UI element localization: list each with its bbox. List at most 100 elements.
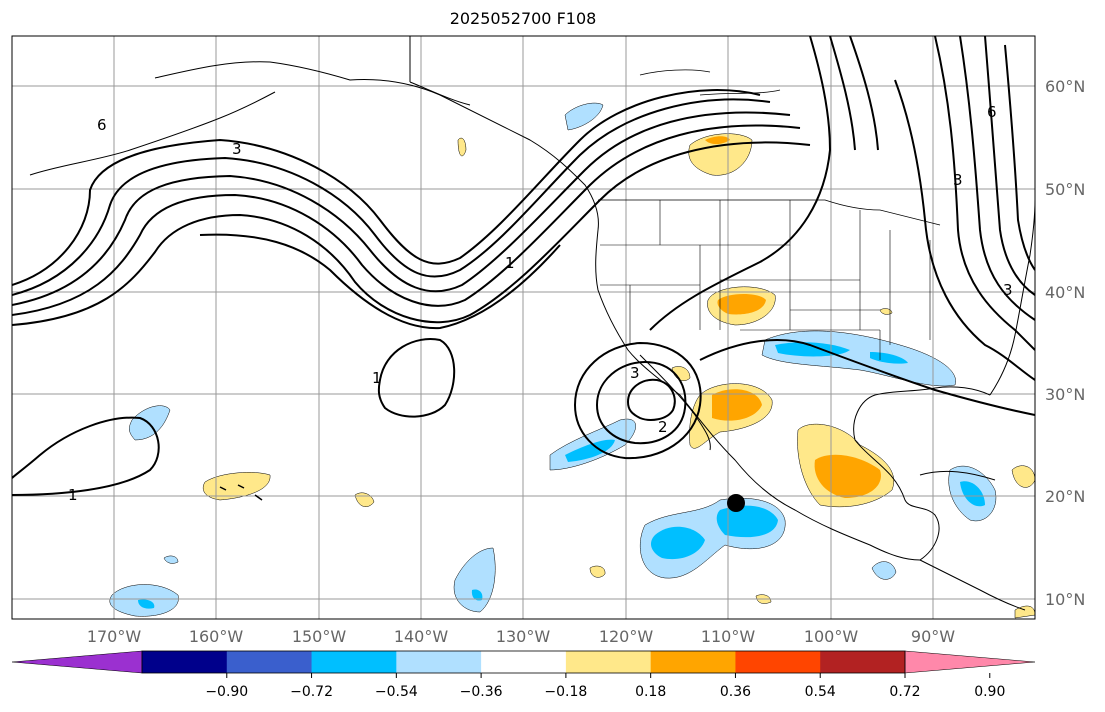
lon-label: 160°W bbox=[189, 627, 244, 646]
hudson bbox=[639, 69, 781, 96]
lat-label: 10°N bbox=[1045, 590, 1085, 609]
contour-west-1 bbox=[12, 89, 761, 286]
lon-label: 140°W bbox=[394, 627, 449, 646]
colorbar-extend-min bbox=[11, 650, 143, 674]
contour-low-inner bbox=[626, 378, 676, 421]
lon-label: 90°W bbox=[911, 627, 955, 646]
lon-label: 110°W bbox=[701, 627, 756, 646]
neg-anomaly-pac1-core2 bbox=[716, 505, 778, 538]
colorbar-segment bbox=[142, 651, 228, 673]
aleutians bbox=[29, 91, 276, 176]
colorbar-tick-label: −0.90 bbox=[205, 684, 248, 700]
graticule bbox=[12, 36, 1035, 619]
contour-west-2 bbox=[12, 98, 771, 296]
neg-anomaly-pac3-core bbox=[138, 599, 155, 609]
coastlines bbox=[29, 36, 1035, 611]
map-frame bbox=[11, 35, 1036, 620]
state-borders bbox=[600, 200, 931, 360]
contour-label: 6 bbox=[987, 103, 997, 121]
colorbar-tick-label: 0.90 bbox=[974, 684, 1005, 700]
contour-low-outer bbox=[573, 341, 702, 460]
contour-labels: 6 3 1 1 1 3 2 6 3 3 bbox=[68, 103, 1013, 504]
lat-label: 30°N bbox=[1045, 385, 1085, 404]
colorbar-tick-label: −0.54 bbox=[375, 684, 418, 700]
colorbar-segment bbox=[565, 651, 652, 673]
contour-east-3 bbox=[849, 36, 879, 151]
contour-east-4 bbox=[894, 79, 1035, 381]
colorbar-segment bbox=[650, 651, 736, 673]
colorbar-segment bbox=[481, 651, 567, 673]
map-title: 2025052700 F108 bbox=[449, 9, 597, 28]
lat-label: 40°N bbox=[1045, 283, 1085, 302]
pos-anomaly-mexico-core bbox=[712, 389, 762, 421]
longitude-labels: 170°W 160°W 150°W 140°W 130°W 120°W 110°… bbox=[87, 627, 955, 646]
neg-anomaly-small1 bbox=[871, 561, 897, 580]
contour-west-5 bbox=[12, 141, 811, 326]
height-contours bbox=[12, 36, 1035, 496]
lon-label: 120°W bbox=[599, 627, 654, 646]
canada-north bbox=[409, 36, 471, 106]
lat-label: 50°N bbox=[1045, 180, 1085, 199]
contour-label: 1 bbox=[68, 486, 78, 504]
contour-east-6 bbox=[959, 36, 1035, 321]
colorbar: −0.90 −0.72 −0.54 −0.36 −0.18 0.18 0.36 0.54 0.7… bbox=[11, 650, 1036, 700]
pos-anomaly-small2 bbox=[589, 565, 606, 578]
colorbar-tick-label: 0.72 bbox=[889, 684, 920, 700]
colorbar-tick-label: −0.18 bbox=[544, 684, 587, 700]
contour-east-8 bbox=[1004, 44, 1035, 271]
colorbar-tick-label: 0.18 bbox=[635, 684, 666, 700]
pos-anomaly-tx bbox=[879, 308, 893, 315]
colorbar-tick-label: −0.36 bbox=[460, 684, 503, 700]
lon-label: 100°W bbox=[804, 627, 859, 646]
contour-west-6 bbox=[199, 233, 561, 330]
contour-west-3 bbox=[12, 111, 791, 306]
pos-anomaly-small4 bbox=[457, 137, 467, 157]
pos-anomaly-east bbox=[1011, 465, 1035, 488]
us-east-coast bbox=[989, 199, 1035, 396]
neg-anomaly-baja-core bbox=[565, 439, 615, 462]
neg-anomaly-pac2 bbox=[453, 547, 496, 613]
colorbar-segment bbox=[735, 651, 821, 673]
cuba bbox=[919, 470, 996, 481]
contour-east-2 bbox=[829, 36, 856, 151]
contour-east-5 bbox=[934, 36, 1035, 351]
contour-label: 3 bbox=[953, 171, 963, 189]
contour-east-7 bbox=[984, 36, 1035, 296]
pos-anomaly-hawaii bbox=[202, 472, 271, 501]
colorbar-tick-label: 0.54 bbox=[805, 684, 836, 700]
contour-label: 3 bbox=[630, 364, 640, 382]
neg-anomaly-pac1-core bbox=[650, 526, 705, 560]
colorbar-segment bbox=[396, 651, 482, 673]
neg-anomaly-alaska bbox=[564, 102, 604, 131]
pos-anomaly-4corners-core bbox=[717, 294, 766, 315]
lat-label: 60°N bbox=[1045, 77, 1085, 96]
lon-label: 130°W bbox=[496, 627, 551, 646]
contour-label: 3 bbox=[232, 140, 242, 158]
central-america bbox=[919, 559, 1026, 611]
lon-label: 150°W bbox=[292, 627, 347, 646]
contour-closed-pac bbox=[377, 338, 456, 418]
pos-anomaly-canada-core bbox=[705, 136, 730, 145]
baja bbox=[639, 354, 711, 451]
lon-label: 170°W bbox=[87, 627, 142, 646]
us-canada-border bbox=[598, 199, 941, 226]
us-west-coast bbox=[595, 229, 921, 561]
colorbar-segment bbox=[311, 651, 397, 673]
neg-anomaly-pac2-core bbox=[471, 589, 483, 601]
contour-label: 1 bbox=[505, 254, 515, 272]
neg-anomaly-gulf-core2 bbox=[870, 352, 908, 364]
colorbar-outline bbox=[141, 650, 906, 674]
contour-label: 3 bbox=[1003, 281, 1013, 299]
contour-east-1 bbox=[649, 36, 832, 331]
hawaii-islands bbox=[219, 484, 263, 501]
lat-label: 20°N bbox=[1045, 487, 1085, 506]
latitude-labels: 60°N 50°N 40°N 30°N 20°N 10°N bbox=[1045, 77, 1085, 609]
contour-label: 6 bbox=[97, 116, 107, 134]
contour-label: 2 bbox=[658, 418, 668, 436]
colorbar-segment bbox=[820, 651, 906, 673]
gulf-coast bbox=[853, 386, 991, 561]
colorbar-segment bbox=[226, 651, 313, 673]
colorbar-tick-label: −0.72 bbox=[290, 684, 333, 700]
contour-south-1 bbox=[699, 339, 1035, 416]
